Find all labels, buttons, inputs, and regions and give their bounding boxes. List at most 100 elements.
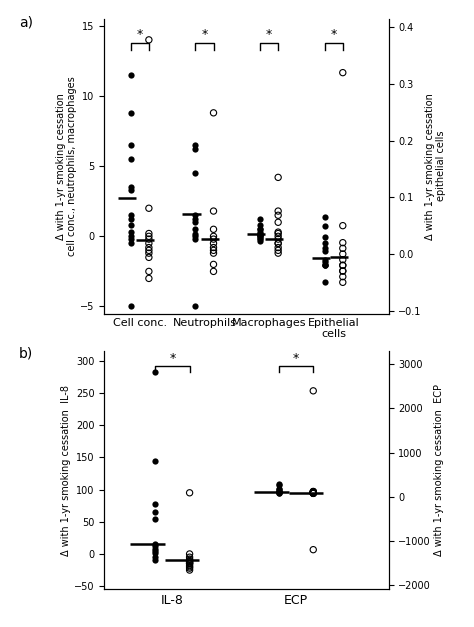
Text: b): b) — [19, 346, 33, 361]
Point — [339, 271, 346, 282]
Point — [256, 228, 264, 238]
Point — [275, 488, 283, 498]
Text: *: * — [169, 352, 175, 366]
Point — [191, 234, 199, 244]
Point — [127, 210, 135, 220]
Point — [191, 140, 199, 150]
Text: *: * — [201, 28, 208, 41]
Point — [191, 168, 199, 178]
Y-axis label: Δ with 1-yr smoking cessation  IL-8: Δ with 1-yr smoking cessation IL-8 — [61, 385, 71, 556]
Point — [274, 218, 282, 228]
Point — [210, 234, 217, 244]
Point — [210, 238, 217, 248]
Point — [275, 487, 283, 497]
Point — [339, 266, 346, 276]
Point — [321, 260, 328, 270]
Point — [310, 488, 317, 498]
Point — [145, 248, 153, 258]
Point — [256, 230, 264, 240]
Point — [186, 562, 193, 572]
Point — [210, 266, 217, 277]
Y-axis label: Δ with 1-yr smoking cessation
cell conc., neutrophils, macrophages: Δ with 1-yr smoking cessation cell conc.… — [56, 76, 77, 256]
Point — [310, 487, 317, 497]
Point — [339, 249, 346, 259]
Point — [151, 547, 159, 557]
Point — [145, 234, 153, 244]
Text: *: * — [266, 28, 272, 41]
Text: *: * — [293, 352, 299, 366]
Y-axis label: Δ with 1-yr smoking cessation
epithelial cells: Δ with 1-yr smoking cessation epithelial… — [425, 93, 446, 240]
Point — [256, 227, 264, 237]
Point — [275, 485, 283, 495]
Point — [210, 206, 217, 216]
Point — [151, 367, 159, 377]
Point — [191, 214, 199, 224]
Point — [151, 541, 159, 551]
Point — [127, 185, 135, 195]
Point — [186, 559, 193, 569]
Point — [310, 488, 317, 498]
Y-axis label: Δ with 1-yr smoking cessation  ECP: Δ with 1-yr smoking cessation ECP — [434, 384, 444, 556]
Point — [145, 231, 153, 241]
Point — [151, 514, 159, 524]
Point — [310, 487, 317, 497]
Point — [145, 245, 153, 255]
Point — [275, 478, 283, 488]
Point — [186, 488, 193, 498]
Point — [186, 554, 193, 564]
Point — [339, 266, 346, 276]
Point — [210, 231, 217, 241]
Point — [274, 231, 282, 241]
Point — [274, 234, 282, 244]
Point — [274, 238, 282, 248]
Point — [256, 214, 264, 224]
Point — [127, 108, 135, 118]
Point — [127, 70, 135, 80]
Point — [275, 487, 283, 497]
Point — [186, 558, 193, 568]
Point — [186, 557, 193, 567]
Point — [274, 210, 282, 220]
Text: *: * — [330, 28, 337, 41]
Point — [127, 231, 135, 241]
Point — [256, 231, 264, 241]
Text: *: * — [137, 28, 143, 41]
Point — [321, 232, 328, 242]
Point — [256, 231, 264, 241]
Point — [275, 484, 283, 494]
Point — [127, 154, 135, 164]
Point — [256, 236, 264, 246]
Point — [275, 487, 283, 497]
Point — [127, 238, 135, 248]
Point — [145, 273, 153, 283]
Point — [274, 228, 282, 238]
Point — [210, 224, 217, 234]
Point — [310, 488, 317, 498]
Point — [310, 386, 317, 396]
Point — [321, 277, 328, 287]
Point — [256, 224, 264, 234]
Point — [339, 238, 346, 248]
Point — [321, 221, 328, 231]
Point — [339, 260, 346, 270]
Point — [145, 35, 153, 45]
Point — [127, 214, 135, 224]
Point — [310, 488, 317, 498]
Point — [256, 233, 264, 243]
Point — [127, 227, 135, 237]
Point — [321, 243, 328, 253]
Point — [210, 248, 217, 258]
Point — [145, 243, 153, 253]
Point — [274, 227, 282, 237]
Point — [127, 234, 135, 244]
Point — [339, 68, 346, 78]
Point — [145, 238, 153, 248]
Point — [186, 565, 193, 575]
Point — [274, 245, 282, 255]
Point — [310, 488, 317, 498]
Point — [210, 108, 217, 118]
Point — [145, 203, 153, 213]
Point — [339, 255, 346, 265]
Point — [151, 544, 159, 554]
Point — [310, 488, 317, 498]
